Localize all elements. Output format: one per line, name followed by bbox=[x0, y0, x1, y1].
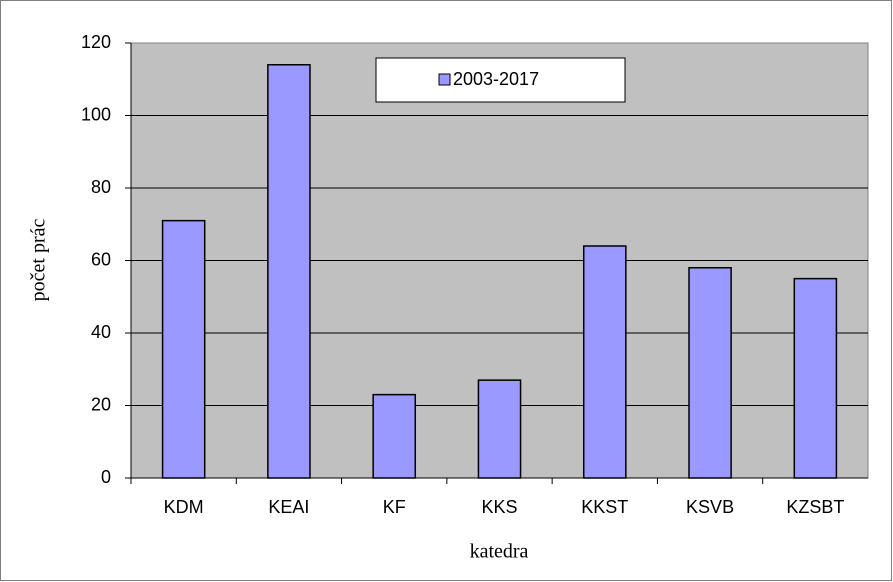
bar bbox=[161, 219, 206, 479]
bar bbox=[793, 277, 838, 479]
x-tick-label: KDM bbox=[164, 497, 204, 517]
y-tick-label: 0 bbox=[101, 467, 111, 487]
x-axis-label: katedra bbox=[470, 541, 529, 563]
bar bbox=[688, 267, 732, 479]
bar bbox=[372, 393, 417, 479]
y-tick-label: 80 bbox=[91, 177, 111, 197]
legend-box bbox=[375, 57, 626, 103]
bar bbox=[267, 64, 311, 479]
legend-label: 2003-2017 bbox=[453, 69, 539, 89]
y-axis-label: počet prác bbox=[28, 219, 50, 302]
x-tick-label: KKS bbox=[481, 497, 517, 517]
x-tick-label: KF bbox=[383, 497, 406, 517]
legend-swatch bbox=[438, 73, 451, 86]
x-tick-label: KZSBT bbox=[786, 497, 844, 517]
y-tick-label: 60 bbox=[91, 249, 111, 269]
y-tick-label: 40 bbox=[91, 322, 111, 342]
x-tick-label: KSVB bbox=[686, 497, 734, 517]
y-tick-label: 100 bbox=[81, 104, 111, 124]
bar bbox=[477, 379, 522, 479]
bar bbox=[582, 245, 627, 479]
x-tick-label: KEAI bbox=[268, 497, 309, 517]
y-tick-label: 120 bbox=[81, 32, 111, 52]
y-tick-label: 20 bbox=[91, 394, 111, 414]
x-tick-label: KKST bbox=[581, 497, 628, 517]
